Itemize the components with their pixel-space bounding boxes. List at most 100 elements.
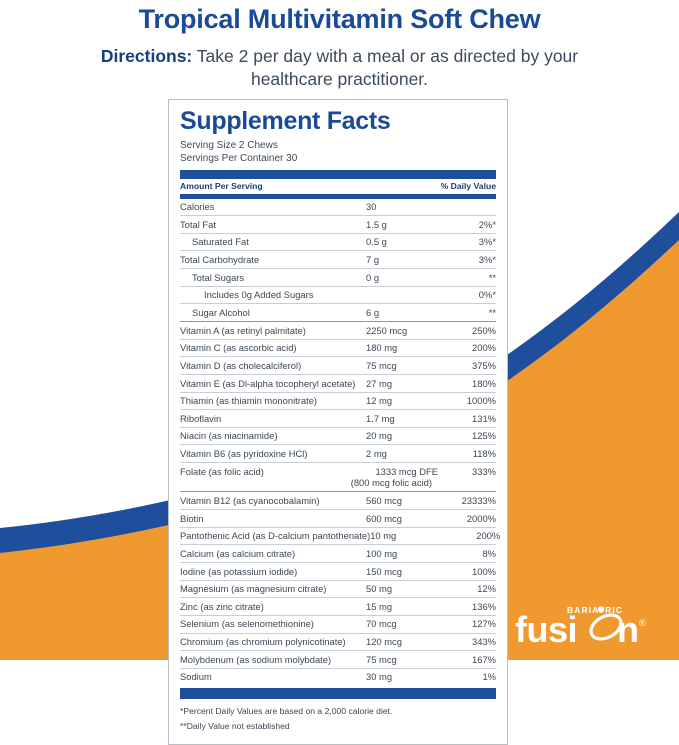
- nutrient-row: Selenium (as selenomethionine) 70 mcg 127%: [180, 614, 496, 633]
- nutrient-row: Total Carbohydrate 7 g 3%*: [180, 250, 496, 268]
- nutrient-row: Vitamin C (as ascorbic acid) 180 mg 200%: [180, 338, 496, 357]
- nutrient-amount: 180 mg: [366, 342, 398, 354]
- nutrient-name: Total Fat: [180, 218, 216, 230]
- nutrient-daily-value: 100%: [472, 565, 496, 577]
- nutrient-daily-value: **: [488, 271, 496, 283]
- nutrient-amount: 0 g: [366, 271, 380, 283]
- nutrient-name: Vitamin D (as cholecalciferol): [180, 359, 302, 371]
- nutrient-daily-value: 118%: [472, 448, 496, 460]
- nutrient-name: Molybdenum (as sodium molybdate): [180, 653, 332, 665]
- nutrient-daily-value: 333%: [472, 465, 496, 477]
- nutrient-daily-value: 1%: [482, 671, 496, 683]
- nutrient-name: Includes 0g Added Sugars: [204, 289, 314, 301]
- nutrient-name: Vitamin B6 (as pyridoxine HCl): [180, 448, 308, 460]
- nutrient-daily-value: 12%: [477, 583, 496, 595]
- nutrient-row: Vitamin D (as cholecalciferol) 75 mcg 375%: [180, 356, 496, 374]
- nutrient-amount: 20 mg: [366, 430, 393, 442]
- nutrient-row: Vitamin B6 (as pyridoxine HCl) 2 mg 118%: [180, 444, 496, 462]
- column-header-daily-value: % Daily Value: [440, 181, 496, 191]
- nutrient-row: Vitamin E (as Dl-alpha tocopheryl acetat…: [180, 373, 496, 392]
- page-header: Tropical Multivitamin Soft Chew Directio…: [0, 0, 679, 91]
- nutrient-daily-value: 375%: [472, 359, 496, 371]
- nutrient-amount: 75 mcg: [366, 359, 397, 371]
- supplement-facts-title: Supplement Facts: [180, 107, 391, 135]
- logo-swirl-dot-icon: [597, 606, 605, 613]
- nutrient-amount: 0.5 g: [366, 236, 387, 248]
- nutrient-name: Magnesium (as magnesium citrate): [180, 583, 327, 595]
- nutrient-amount: 27 mg: [366, 377, 393, 389]
- nutrient-name: Calories: [180, 201, 215, 213]
- directions-body: Take 2 per day with a meal or as directe…: [192, 45, 579, 89]
- nutrient-amount: 2 mg: [366, 448, 387, 460]
- nutrient-daily-value: 3%*: [478, 254, 496, 266]
- footnote-no-daily-value: **Daily Value not established: [180, 721, 290, 732]
- directions-label: Directions:: [100, 45, 193, 66]
- logo-bariatric-text: BARIATRIC: [567, 605, 623, 615]
- logo-swirl-ring-icon: [589, 613, 623, 641]
- nutrient-amount: 70 mcg: [366, 618, 397, 630]
- nutrient-daily-value: 8%: [482, 547, 496, 559]
- nutrient-name: Sugar Alcohol: [192, 306, 250, 318]
- nutrient-name: Chromium (as chromium polynicotinate): [180, 636, 346, 648]
- divider-bar-footer: [180, 688, 496, 700]
- nutrient-name: Pantothenic Acid (as D-calcium pantothen…: [180, 530, 371, 542]
- nutrient-daily-value: 1000%: [466, 395, 496, 407]
- nutrient-name: Selenium (as selenomethionine): [180, 618, 314, 630]
- nutrient-daily-value: 167%: [472, 653, 496, 665]
- nutrient-name: Zinc (as zinc citrate): [180, 600, 264, 612]
- nutrient-daily-value: 3%*: [478, 236, 496, 248]
- nutrient-daily-value: 2000%: [466, 512, 496, 524]
- logo-fusion-text: fusi: [515, 609, 577, 648]
- nutrient-daily-value: 131%: [472, 412, 496, 424]
- nutrient-row: Sugar Alcohol 6 g **: [180, 303, 496, 321]
- nutrient-name: Iodine (as potassium iodide): [180, 565, 298, 577]
- nutrient-row: Calories 30: [180, 199, 496, 216]
- nutrient-amount: 1.7 mg: [366, 412, 395, 424]
- nutrient-name: Niacin (as niacinamide): [180, 430, 278, 442]
- nutrient-amount: 50 mg: [366, 583, 393, 595]
- nutrient-amount: 10 mg: [370, 530, 397, 542]
- nutrient-daily-value: 125%: [472, 430, 496, 442]
- nutrient-row: Pantothenic Acid (as D-calcium pantothen…: [180, 526, 500, 545]
- nutrient-daily-value: 200%: [476, 530, 501, 542]
- nutrient-amount: 560 mcg: [366, 495, 402, 506]
- nutrient-amount: 100 mg: [366, 547, 398, 559]
- nutrient-row: Biotin 600 mcg 2000%: [180, 509, 496, 527]
- nutrient-amount: 1.5 g: [366, 218, 387, 230]
- directions-text: Directions: Take 2 per day with a meal o…: [60, 45, 620, 91]
- nutrient-amount: 15 mg: [366, 600, 393, 612]
- divider-bar-thick: [180, 169, 496, 179]
- nutrient-row: Folate (as folic acid) 1333 mcg DFE (800 m…: [180, 462, 496, 491]
- nutrient-amount: 7 g: [366, 254, 380, 266]
- supplement-facts-panel: Supplement Facts Serving Size 2 Chews Se…: [168, 99, 508, 745]
- nutrient-row: Vitamin A (as retinyl palmitate) 2250 mcg…: [180, 320, 496, 339]
- nutrient-name: Calcium (as calcium citrate): [180, 547, 296, 559]
- nutrient-daily-value: 2%*: [478, 218, 496, 230]
- nutrient-amount: 12 mg: [366, 395, 393, 407]
- nutrient-row: Magnesium (as magnesium citrate) 50 mg 12%: [180, 579, 496, 598]
- nutrient-daily-value: 343%: [472, 636, 496, 648]
- nutrient-row: Vitamin B12 (as cyanocobalamin) 560 mcg 23…: [180, 491, 496, 509]
- nutrient-daily-value: 23333%: [461, 495, 496, 506]
- nutrient-name: Vitamin C (as ascorbic acid): [180, 342, 297, 354]
- nutrient-row: Thiamin (as thiamin mononitrate) 12 mg 100…: [180, 391, 496, 410]
- nutrient-daily-value: 127%: [472, 618, 496, 630]
- logo-fusion-text-tail: n: [617, 609, 639, 648]
- nutrient-row: Zinc (as zinc citrate) 15 mg 136%: [180, 597, 496, 615]
- nutrient-name: Vitamin E (as Dl-alpha tocopheryl acetat…: [180, 377, 356, 389]
- nutrient-amount: 6 g: [366, 306, 380, 318]
- logo-registered-mark: ®: [639, 618, 646, 628]
- column-header-amount: Amount Per Serving: [180, 181, 263, 191]
- nutrient-name: Total Sugars: [192, 271, 245, 283]
- page-title: Tropical Multivitamin Soft Chew: [138, 4, 541, 34]
- bariatric-fusion-logo: BARIATRIC fusi n ®: [515, 605, 646, 648]
- nutrient-amount: 600 mcg: [366, 512, 402, 524]
- divider-bar-thin: [180, 193, 496, 199]
- nutrient-amount: 30 mg: [366, 671, 393, 683]
- nutrient-name: Vitamin B12 (as cyanocobalamin): [180, 495, 320, 506]
- nutrient-row: Chromium (as chromium polynicotinate) 120…: [180, 632, 496, 651]
- nutrient-row: Saturated Fat 0.5 g 3%*: [180, 232, 496, 251]
- nutrient-amount: 75 mcg: [366, 653, 397, 665]
- nutrient-row: Riboflavin 1.7 mg 131%: [180, 409, 496, 427]
- nutrient-daily-value: 0%*: [478, 289, 496, 301]
